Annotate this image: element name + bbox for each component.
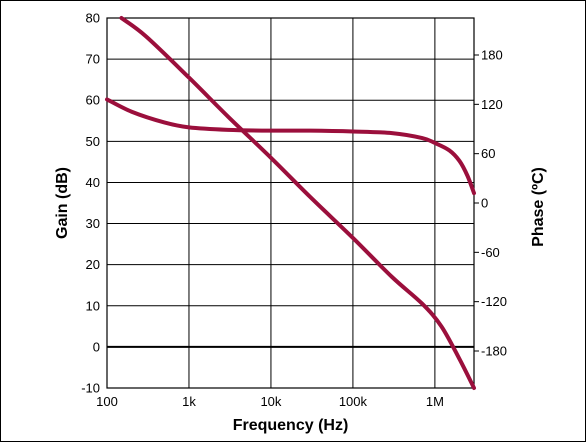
y-tick-label: 70 [86, 52, 100, 67]
y2-tick-label: -120 [481, 294, 507, 309]
y-tick-label: 20 [86, 257, 100, 272]
x-tick-label: 100k [339, 394, 368, 409]
y-tick-label: 40 [86, 175, 100, 190]
y-tick-label: 60 [86, 93, 100, 108]
x-tick-label: 10k [260, 394, 281, 409]
phase-curve [105, 97, 476, 196]
y-axis-title: Gain (dB) [54, 167, 71, 239]
tick-label-layer: 100 1k 10k 100k 1M80706050403020100-10180120… [81, 11, 507, 410]
y-tick-label: 30 [86, 216, 100, 231]
y2-tick-label: 120 [481, 97, 503, 112]
gain-curve [119, 16, 476, 390]
x-tick-label: 1M [426, 394, 444, 409]
x-tick-label: 1k [182, 394, 196, 409]
x-axis-title: Frequency (Hz) [233, 417, 349, 434]
y-tick-label: 80 [86, 11, 100, 26]
y2-tick-label: -60 [481, 245, 500, 260]
grid-layer [107, 18, 474, 388]
y2-tick-label: 60 [481, 146, 495, 161]
x-tick-label: 100 [96, 394, 118, 409]
y2-tick-label: 0 [481, 196, 488, 211]
curve-layer [105, 16, 476, 390]
y2-tick-label: -180 [481, 344, 507, 359]
plot-area [106, 17, 475, 389]
y-tick-label: -10 [81, 381, 100, 396]
y-tick-label: 10 [86, 298, 100, 313]
y2-axis-title: Phase (ºC) [530, 167, 547, 247]
y-tick-label: 50 [86, 134, 100, 149]
y2-tick-label: 180 [481, 48, 503, 63]
y-tick-label: 0 [93, 339, 100, 354]
